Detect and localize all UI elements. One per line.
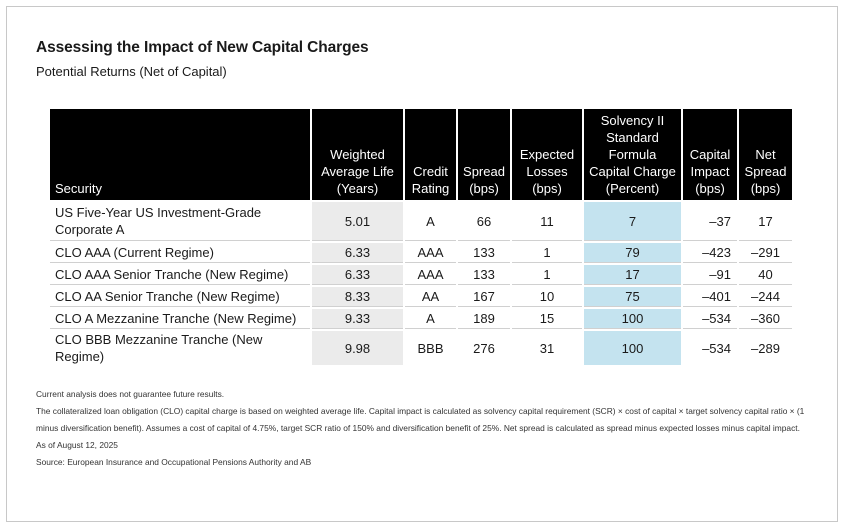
cell-impact: –534 <box>683 309 737 329</box>
cell-net: –244 <box>739 287 792 307</box>
cell-scr: 79 <box>584 243 681 263</box>
returns-table: Security Weighted Average Life (Years) Cre… <box>48 107 794 367</box>
header-security: Security <box>50 109 310 200</box>
cell-losses: 31 <box>539 340 555 356</box>
cell-rating: AAA <box>405 243 456 263</box>
header-spread: Spread (bps) <box>458 109 510 200</box>
header-capital-impact: Capital Impact (bps) <box>683 109 737 200</box>
header-expected-losses: Expected Losses (bps) <box>512 109 582 200</box>
cell-losses: 1 <box>512 243 582 263</box>
exhibit-frame: Assessing the Impact of New Capital Char… <box>6 6 838 522</box>
cell-net: 40 <box>739 265 792 285</box>
cell-rating: A <box>405 309 456 329</box>
cell-spread: 276 <box>473 340 495 356</box>
cell-spread: 133 <box>458 265 510 285</box>
table-row: CLO AAA (Current Regime) 6.33 AAA 133 1 … <box>50 243 792 263</box>
cell-security: CLO BBB Mezzanine Tranche (New Regime) <box>55 332 263 364</box>
cell-rating: AA <box>405 287 456 307</box>
cell-impact: –401 <box>683 287 737 307</box>
cell-wal: 6.33 <box>312 265 403 285</box>
cell-wal: 9.98 <box>312 331 403 365</box>
table-row: US Five-Year US Investment-Grade Corporat… <box>50 202 792 241</box>
cell-net: –289 <box>751 340 780 356</box>
source-note: Source: European Insurance and Occupatio… <box>36 457 312 467</box>
cell-net: –360 <box>739 309 792 329</box>
footnotes: Current analysis does not guarantee futu… <box>36 386 808 471</box>
cell-losses: 10 <box>512 287 582 307</box>
page-title: Assessing the Impact of New Capital Char… <box>36 39 369 56</box>
table-row: CLO BBB Mezzanine Tranche (New Regime) 9… <box>50 331 792 365</box>
header-solvency-capital-charge: Solvency II Standard Formula Capital Charge… <box>584 109 681 200</box>
cell-impact: –423 <box>683 243 737 263</box>
cell-scr: 7 <box>584 202 681 241</box>
cell-wal: 5.01 <box>312 202 403 241</box>
cell-scr: 100 <box>584 309 681 329</box>
cell-losses: 15 <box>512 309 582 329</box>
page-subtitle: Potential Returns (Net of Capital) <box>36 64 227 79</box>
cell-impact: –91 <box>683 265 737 285</box>
cell-security: CLO AA Senior Tranche (New Regime) <box>50 287 310 307</box>
cell-rating: A <box>405 202 456 241</box>
table-header-row: Security Weighted Average Life (Years) Cre… <box>50 109 792 200</box>
header-net-spread: Net Spread (bps) <box>739 109 792 200</box>
cell-spread: 189 <box>458 309 510 329</box>
disclaimer-note: Current analysis does not guarantee futu… <box>36 389 225 399</box>
cell-wal: 6.33 <box>312 243 403 263</box>
cell-scr: 17 <box>584 265 681 285</box>
cell-losses: 1 <box>512 265 582 285</box>
cell-security: US Five-Year US Investment-Grade Corporat… <box>50 202 310 241</box>
table-row: CLO A Mezzanine Tranche (New Regime) 9.3… <box>50 309 792 329</box>
cell-spread: 167 <box>458 287 510 307</box>
cell-rating: BBB <box>417 340 444 356</box>
table-row: CLO AA Senior Tranche (New Regime) 8.33 … <box>50 287 792 307</box>
cell-spread: 133 <box>458 243 510 263</box>
cell-net: 17 <box>739 202 792 241</box>
cell-scr: 100 <box>584 331 681 365</box>
table-row: CLO AAA Senior Tranche (New Regime) 6.33… <box>50 265 792 285</box>
methodology-note: The collateralized loan obligation (CLO)… <box>36 406 805 433</box>
cell-wal: 8.33 <box>312 287 403 307</box>
cell-losses: 11 <box>512 202 582 241</box>
cell-security: CLO AAA Senior Tranche (New Regime) <box>50 265 310 285</box>
cell-impact: –37 <box>683 202 737 241</box>
cell-spread: 66 <box>458 202 510 241</box>
header-credit-rating: Credit Rating <box>405 109 456 200</box>
cell-rating: AAA <box>405 265 456 285</box>
as-of-date: As of August 12, 2025 <box>36 440 118 450</box>
cell-scr: 75 <box>584 287 681 307</box>
cell-impact: –534 <box>702 340 731 356</box>
cell-security: CLO AAA (Current Regime) <box>50 243 310 263</box>
cell-security: CLO A Mezzanine Tranche (New Regime) <box>50 309 310 329</box>
cell-net: –291 <box>739 243 792 263</box>
cell-wal: 9.33 <box>312 309 403 329</box>
header-weighted-average-life: Weighted Average Life (Years) <box>312 109 403 200</box>
